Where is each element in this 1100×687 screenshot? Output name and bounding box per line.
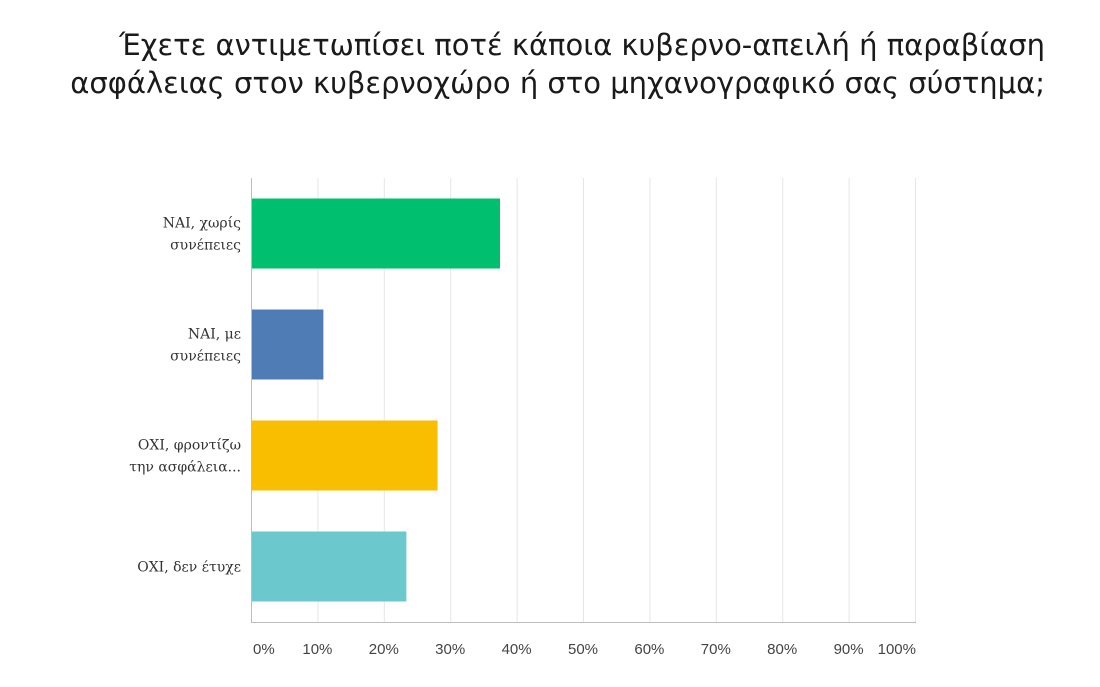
tick-label: 10% (302, 641, 332, 658)
tick-label: 60% (634, 641, 664, 658)
tick-label: 100% (878, 641, 916, 658)
grid-lines (317, 178, 916, 622)
tick-label: 70% (701, 641, 731, 658)
tick-label: 30% (435, 641, 465, 658)
category-label: ΟΧΙ, φροντίζω (138, 437, 241, 454)
category-labels: ΝΑΙ, χωρίς συνέπειες ΝΑΙ, με συνέπειες ΟΧΙ, … (129, 215, 241, 576)
tick-labels: 0% 10% 20% 30% 40% 50% 60% 70% 80% 90% 100% (253, 641, 916, 658)
bars (252, 198, 500, 602)
tick-label: 50% (568, 641, 598, 658)
category-label: την ασφάλεια... (129, 460, 241, 476)
category-label: ΟΧΙ, δεν έτυχε (137, 559, 241, 576)
chart-title: Έχετε αντιμετωπίσει ποτέ κάποια κυβερνο-… (70, 28, 1045, 100)
bar (252, 309, 324, 380)
tick-label: 0% (253, 641, 275, 658)
tick-label: 80% (767, 641, 797, 658)
bar (252, 198, 500, 269)
category-label: ΝΑΙ, χωρίς (163, 215, 241, 232)
bar (252, 531, 407, 602)
axes (251, 178, 916, 623)
tick-label: 90% (834, 641, 864, 658)
category-label: συνέπειες (170, 348, 241, 365)
category-label: συνέπειες (170, 237, 241, 254)
category-label: ΝΑΙ, με (188, 327, 241, 343)
tick-label: 20% (369, 641, 399, 658)
bar (252, 420, 438, 491)
tick-label: 40% (502, 641, 532, 658)
